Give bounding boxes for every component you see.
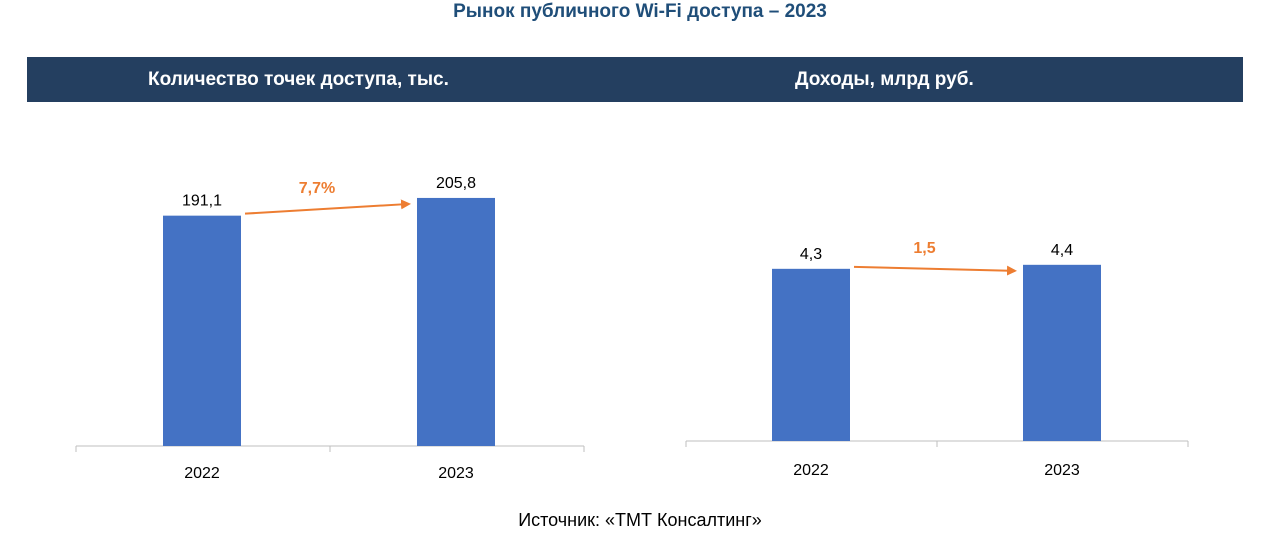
x-tick-label-2022: 2022 — [793, 462, 829, 479]
data-label-2023: 4,4 — [1051, 242, 1073, 259]
chart-title-revenue: Доходы, млрд руб. — [795, 69, 974, 90]
bar-2023 — [1023, 264, 1101, 441]
growth-arrow — [244, 199, 411, 215]
bar-2023 — [417, 197, 495, 446]
x-tick-label-2022: 2022 — [184, 465, 220, 482]
bar-2022 — [772, 268, 850, 441]
growth-arrow — [853, 265, 1017, 276]
growth-label: 7,7% — [299, 180, 335, 197]
growth-label: 1,5 — [913, 240, 935, 257]
data-label-2022: 4,3 — [800, 246, 822, 263]
source-note: Источник: «ТМТ Консалтинг» — [518, 510, 762, 530]
x-tick-label-2023: 2023 — [438, 465, 474, 482]
data-label-2023: 205,8 — [436, 175, 476, 192]
chart-header-band: Количество точек доступа, тыс. Доходы, м… — [27, 57, 1243, 102]
chart-title-access-points: Количество точек доступа, тыс. — [148, 69, 449, 90]
x-tick-label-2023: 2023 — [1044, 462, 1080, 479]
bar-2022 — [163, 215, 241, 446]
page-title: Рынок публичного Wi-Fi доступа – 2023 — [453, 1, 827, 22]
data-label-2022: 191,1 — [182, 193, 222, 210]
